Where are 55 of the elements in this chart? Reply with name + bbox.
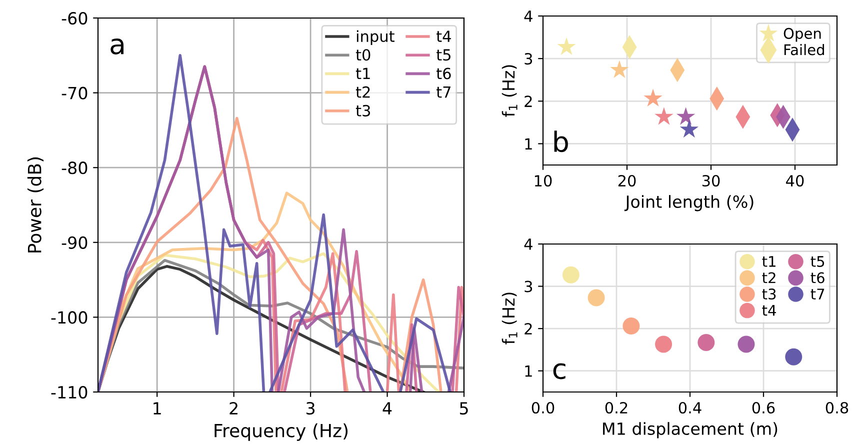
y-tick-label: -70 — [62, 86, 88, 100]
legend-label: t1 — [762, 256, 776, 267]
x-tick-label: 0.4 — [678, 402, 702, 414]
y-axis-title: f$_{1}$ (Hz) — [502, 292, 518, 344]
legend-label: t5 — [436, 49, 450, 61]
legend-label: t3 — [356, 104, 370, 116]
x-tick-label: 3 — [306, 402, 315, 415]
y-axis-title: f$_{1}$ (Hz) — [502, 65, 518, 117]
legend-label: t4 — [762, 305, 776, 316]
y-tick-label: -80 — [62, 162, 88, 174]
x-tick-label: 10 — [534, 174, 552, 187]
legend-label: t2 — [762, 272, 776, 284]
annotation: c — [553, 363, 566, 380]
x-tick-label: 0.6 — [752, 402, 775, 414]
y-tick-label: 3 — [524, 280, 532, 292]
legend-label: t4 — [436, 30, 451, 42]
legend-label: t7 — [436, 86, 450, 98]
x-tick-label: 30 — [702, 174, 720, 187]
y-tick-label: 2 — [524, 323, 532, 334]
legend-label: t6 — [436, 68, 451, 80]
y-axis-title: Power (dB) — [27, 157, 44, 252]
x-tick-label: 0.8 — [826, 402, 848, 414]
annotation: a — [110, 38, 124, 54]
y-tick-label: -90 — [62, 236, 88, 249]
x-tick-label: 4 — [382, 402, 392, 414]
y-tick-label: -100 — [51, 311, 88, 324]
x-tick-label: 0.2 — [605, 402, 628, 414]
y-tick-label: 4 — [524, 238, 532, 250]
x-tick-label: 0.0 — [532, 402, 554, 414]
x-tick-label: 40 — [786, 174, 804, 187]
x-axis-title: Frequency (Hz) — [214, 423, 348, 441]
legend-label: input — [356, 30, 394, 46]
y-tick-label: -60 — [62, 12, 88, 25]
y-tick-label: 2 — [524, 96, 532, 107]
x-axis-title: M1 displacement (m) — [603, 422, 778, 438]
legend-label: Failed — [784, 44, 824, 56]
y-tick-label: 4 — [524, 10, 532, 22]
legend-label: t2 — [356, 86, 370, 98]
legend-label: t7 — [810, 288, 824, 300]
y-tick-label: 3 — [524, 53, 532, 65]
legend-label: t0 — [356, 49, 370, 61]
y-tick-label: 1 — [525, 366, 532, 377]
x-tick-label: 5 — [460, 402, 468, 415]
y-tick-label: 1 — [525, 138, 532, 150]
legend-label: t3 — [762, 288, 776, 300]
annotation: b — [554, 130, 568, 152]
x-tick-label: 2 — [230, 402, 238, 414]
x-axis-title: Joint length (%) — [624, 195, 754, 212]
legend-label: t5 — [810, 256, 824, 267]
x-tick-label: 1 — [154, 402, 161, 414]
x-tick-label: 20 — [618, 174, 636, 187]
legend-label: t1 — [356, 68, 370, 80]
legend-label: Open — [784, 28, 821, 42]
legend-label: t6 — [810, 272, 824, 284]
y-tick-label: -110 — [51, 386, 88, 399]
